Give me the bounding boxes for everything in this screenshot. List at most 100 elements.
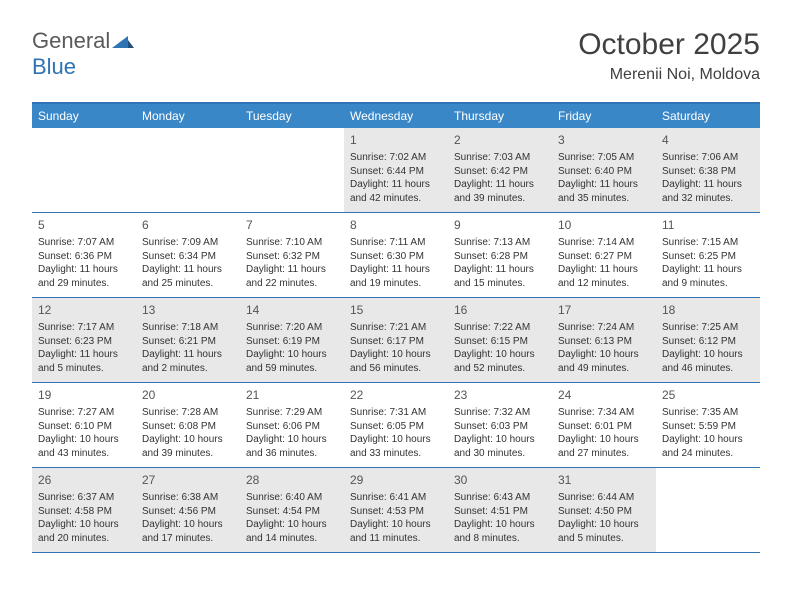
day-number: 31 bbox=[558, 472, 650, 488]
day-detail-line: Daylight: 10 hours and 30 minutes. bbox=[454, 433, 546, 460]
day-detail-line: Sunrise: 7:29 AM bbox=[246, 406, 338, 420]
day-detail-line: Sunset: 6:44 PM bbox=[350, 165, 442, 179]
day-detail-line: Daylight: 10 hours and 11 minutes. bbox=[350, 518, 442, 545]
day-detail-line: Sunrise: 7:15 AM bbox=[662, 236, 754, 250]
day-detail-line: Sunrise: 6:37 AM bbox=[38, 491, 130, 505]
day-detail-line: Sunset: 6:06 PM bbox=[246, 420, 338, 434]
day-detail-line: Daylight: 10 hours and 36 minutes. bbox=[246, 433, 338, 460]
day-number: 10 bbox=[558, 217, 650, 233]
day-detail-line: Daylight: 11 hours and 19 minutes. bbox=[350, 263, 442, 290]
day-detail-line: Sunset: 4:50 PM bbox=[558, 505, 650, 519]
logo: General Blue bbox=[32, 28, 134, 80]
day-detail-line: Daylight: 10 hours and 49 minutes. bbox=[558, 348, 650, 375]
day-number: 25 bbox=[662, 387, 754, 403]
day-detail-line: Sunrise: 7:02 AM bbox=[350, 151, 442, 165]
day-detail-line: Sunrise: 7:05 AM bbox=[558, 151, 650, 165]
day-detail-line: Daylight: 10 hours and 46 minutes. bbox=[662, 348, 754, 375]
day-cell: 19Sunrise: 7:27 AMSunset: 6:10 PMDayligh… bbox=[32, 383, 136, 467]
day-cell: 22Sunrise: 7:31 AMSunset: 6:05 PMDayligh… bbox=[344, 383, 448, 467]
day-detail-line: Sunset: 6:19 PM bbox=[246, 335, 338, 349]
day-detail-line: Sunrise: 7:21 AM bbox=[350, 321, 442, 335]
day-detail-line: Sunrise: 7:32 AM bbox=[454, 406, 546, 420]
day-cell: 24Sunrise: 7:34 AMSunset: 6:01 PMDayligh… bbox=[552, 383, 656, 467]
day-number: 28 bbox=[246, 472, 338, 488]
day-detail-line: Daylight: 10 hours and 24 minutes. bbox=[662, 433, 754, 460]
day-cell: 18Sunrise: 7:25 AMSunset: 6:12 PMDayligh… bbox=[656, 298, 760, 382]
day-detail-line: Daylight: 10 hours and 8 minutes. bbox=[454, 518, 546, 545]
day-detail-line: Sunrise: 7:03 AM bbox=[454, 151, 546, 165]
day-detail-line: Sunset: 6:28 PM bbox=[454, 250, 546, 264]
logo-word-2: Blue bbox=[32, 54, 76, 79]
day-detail-line: Sunrise: 6:43 AM bbox=[454, 491, 546, 505]
day-number: 18 bbox=[662, 302, 754, 318]
day-detail-line: Sunset: 6:12 PM bbox=[662, 335, 754, 349]
day-detail-line: Daylight: 10 hours and 39 minutes. bbox=[142, 433, 234, 460]
day-number: 8 bbox=[350, 217, 442, 233]
day-header-row: SundayMondayTuesdayWednesdayThursdayFrid… bbox=[32, 104, 760, 128]
day-detail-line: Sunrise: 6:41 AM bbox=[350, 491, 442, 505]
day-detail-line: Sunrise: 7:17 AM bbox=[38, 321, 130, 335]
day-detail-line: Sunset: 6:40 PM bbox=[558, 165, 650, 179]
logo-text: General Blue bbox=[32, 28, 134, 80]
day-detail-line: Sunset: 6:05 PM bbox=[350, 420, 442, 434]
day-cell: 9Sunrise: 7:13 AMSunset: 6:28 PMDaylight… bbox=[448, 213, 552, 297]
day-detail-line: Daylight: 10 hours and 33 minutes. bbox=[350, 433, 442, 460]
calendar-page: General Blue October 2025 Merenii Noi, M… bbox=[0, 0, 792, 573]
day-cell: 6Sunrise: 7:09 AMSunset: 6:34 PMDaylight… bbox=[136, 213, 240, 297]
week-row: 19Sunrise: 7:27 AMSunset: 6:10 PMDayligh… bbox=[32, 383, 760, 468]
day-detail-line: Sunrise: 7:11 AM bbox=[350, 236, 442, 250]
day-cell: 28Sunrise: 6:40 AMSunset: 4:54 PMDayligh… bbox=[240, 468, 344, 552]
day-detail-line: Sunset: 4:51 PM bbox=[454, 505, 546, 519]
day-number: 13 bbox=[142, 302, 234, 318]
day-number: 15 bbox=[350, 302, 442, 318]
day-detail-line: Daylight: 11 hours and 35 minutes. bbox=[558, 178, 650, 205]
day-detail-line: Sunrise: 7:20 AM bbox=[246, 321, 338, 335]
day-header-cell: Sunday bbox=[32, 104, 136, 128]
day-detail-line: Sunrise: 7:28 AM bbox=[142, 406, 234, 420]
day-detail-line: Daylight: 11 hours and 25 minutes. bbox=[142, 263, 234, 290]
day-detail-line: Daylight: 11 hours and 29 minutes. bbox=[38, 263, 130, 290]
day-cell: 16Sunrise: 7:22 AMSunset: 6:15 PMDayligh… bbox=[448, 298, 552, 382]
day-cell: 27Sunrise: 6:38 AMSunset: 4:56 PMDayligh… bbox=[136, 468, 240, 552]
day-detail-line: Sunset: 4:54 PM bbox=[246, 505, 338, 519]
day-detail-line: Sunset: 4:53 PM bbox=[350, 505, 442, 519]
day-detail-line: Sunrise: 7:22 AM bbox=[454, 321, 546, 335]
logo-mark-icon bbox=[112, 28, 134, 54]
day-detail-line: Daylight: 11 hours and 32 minutes. bbox=[662, 178, 754, 205]
day-detail-line: Sunset: 6:42 PM bbox=[454, 165, 546, 179]
day-cell: 26Sunrise: 6:37 AMSunset: 4:58 PMDayligh… bbox=[32, 468, 136, 552]
day-detail-line: Daylight: 10 hours and 27 minutes. bbox=[558, 433, 650, 460]
day-detail-line: Daylight: 11 hours and 39 minutes. bbox=[454, 178, 546, 205]
day-number: 14 bbox=[246, 302, 338, 318]
day-detail-line: Sunrise: 7:27 AM bbox=[38, 406, 130, 420]
day-number: 20 bbox=[142, 387, 234, 403]
day-cell: 4Sunrise: 7:06 AMSunset: 6:38 PMDaylight… bbox=[656, 128, 760, 212]
day-detail-line: Sunset: 4:58 PM bbox=[38, 505, 130, 519]
day-number: 17 bbox=[558, 302, 650, 318]
empty-cell bbox=[656, 468, 760, 552]
day-detail-line: Daylight: 10 hours and 56 minutes. bbox=[350, 348, 442, 375]
day-number: 6 bbox=[142, 217, 234, 233]
day-number: 16 bbox=[454, 302, 546, 318]
day-cell: 29Sunrise: 6:41 AMSunset: 4:53 PMDayligh… bbox=[344, 468, 448, 552]
week-row: 26Sunrise: 6:37 AMSunset: 4:58 PMDayligh… bbox=[32, 468, 760, 553]
day-number: 4 bbox=[662, 132, 754, 148]
day-number: 7 bbox=[246, 217, 338, 233]
weeks-container: 1Sunrise: 7:02 AMSunset: 6:44 PMDaylight… bbox=[32, 128, 760, 553]
day-cell: 8Sunrise: 7:11 AMSunset: 6:30 PMDaylight… bbox=[344, 213, 448, 297]
week-row: 1Sunrise: 7:02 AMSunset: 6:44 PMDaylight… bbox=[32, 128, 760, 213]
day-detail-line: Daylight: 10 hours and 17 minutes. bbox=[142, 518, 234, 545]
day-detail-line: Sunrise: 7:24 AM bbox=[558, 321, 650, 335]
week-row: 12Sunrise: 7:17 AMSunset: 6:23 PMDayligh… bbox=[32, 298, 760, 383]
day-header-cell: Monday bbox=[136, 104, 240, 128]
day-cell: 2Sunrise: 7:03 AMSunset: 6:42 PMDaylight… bbox=[448, 128, 552, 212]
day-detail-line: Sunrise: 6:38 AM bbox=[142, 491, 234, 505]
day-number: 30 bbox=[454, 472, 546, 488]
title-block: October 2025 Merenii Noi, Moldova bbox=[578, 28, 760, 84]
day-detail-line: Sunset: 6:01 PM bbox=[558, 420, 650, 434]
day-cell: 11Sunrise: 7:15 AMSunset: 6:25 PMDayligh… bbox=[656, 213, 760, 297]
day-cell: 17Sunrise: 7:24 AMSunset: 6:13 PMDayligh… bbox=[552, 298, 656, 382]
month-title: October 2025 bbox=[578, 28, 760, 62]
day-detail-line: Sunset: 6:23 PM bbox=[38, 335, 130, 349]
day-cell: 20Sunrise: 7:28 AMSunset: 6:08 PMDayligh… bbox=[136, 383, 240, 467]
